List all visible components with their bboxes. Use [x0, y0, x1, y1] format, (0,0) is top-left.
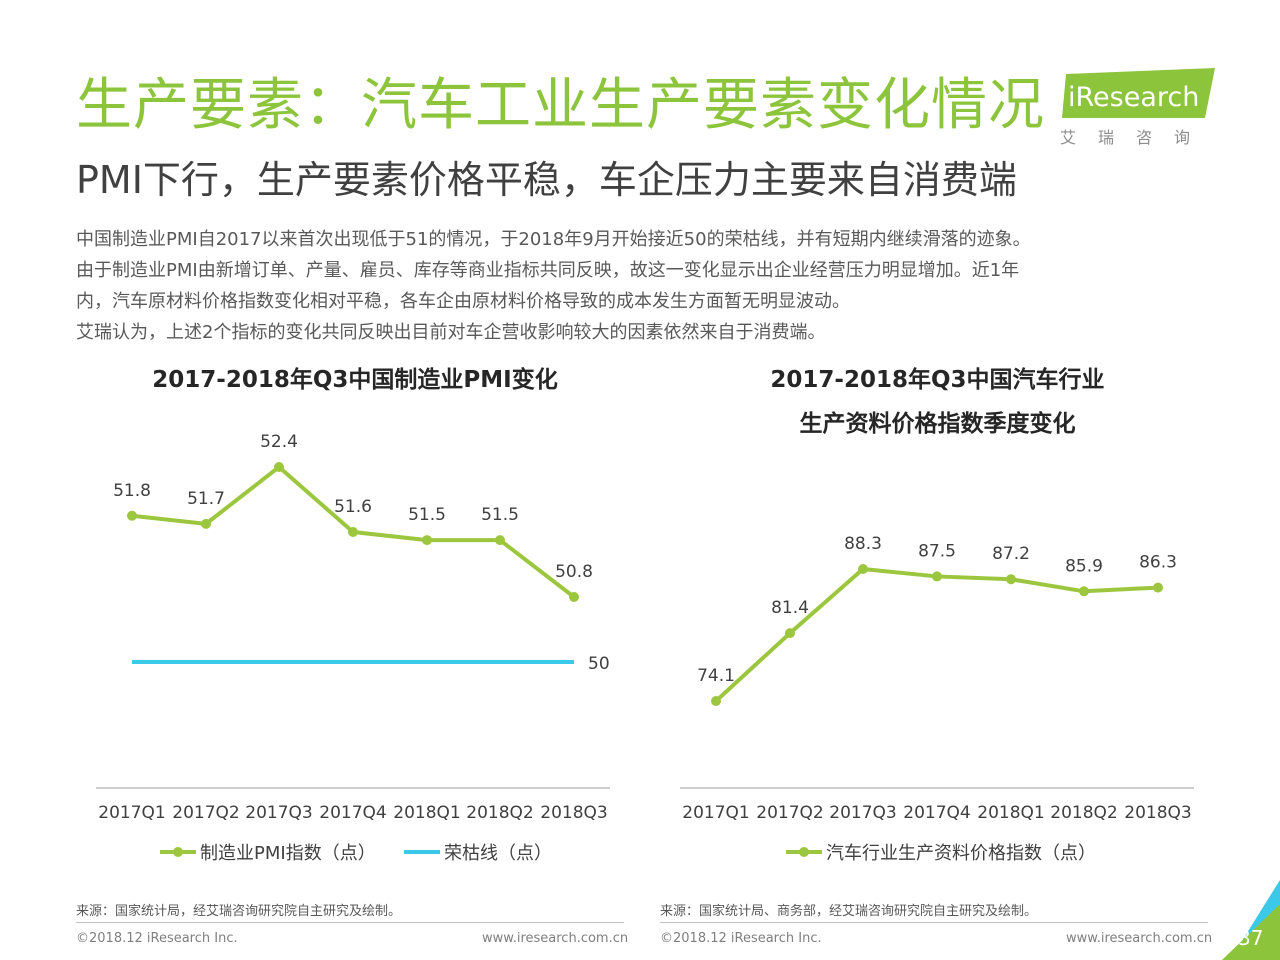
pmi-data-point	[127, 510, 137, 521]
page-number: 37	[1238, 926, 1264, 950]
pmi-data-label: 51.5	[408, 505, 446, 525]
source-note-right: 来源：国家统计局、商务部，经艾瑞咨询研究院自主研究及绘制。	[660, 904, 1038, 919]
summary-line-2: 由于制造业PMI由新增订单、产量、雇员、库存等商业指标共同反映，故这一变化显示出…	[76, 260, 1020, 281]
pmi-x-tick: 2017Q2	[172, 803, 239, 823]
price-index-chart: 2017Q1 2017Q2 2017Q3 2017Q4 2018Q1 2018Q2 2018…	[680, 534, 1194, 864]
price-chart-title-line2: 生产资料价格指数季度变化	[799, 411, 1076, 437]
legend-price-marker	[799, 847, 809, 857]
price-chart-title-line1: 2017-2018年Q3中国汽车行业	[770, 367, 1105, 393]
price-data-label: 88.3	[844, 534, 882, 554]
pmi-data-label: 51.5	[481, 505, 519, 525]
price-data-label: 86.3	[1139, 553, 1177, 573]
pmi-data-label: 52.4	[260, 432, 298, 452]
price-x-tick: 2018Q1	[977, 803, 1044, 823]
logo-text: iResearch	[1068, 82, 1199, 113]
pmi-x-tick: 2018Q1	[393, 803, 460, 823]
price-x-tick: 2017Q4	[903, 803, 970, 823]
pmi-data-label: 50.8	[555, 562, 593, 582]
price-series-line	[714, 567, 1159, 703]
logo-subtext: 艾瑞咨询	[1060, 128, 1213, 147]
pmi-chart-title: 2017-2018年Q3中国制造业PMI变化	[152, 367, 558, 393]
legend-threshold-label: 荣枯线（点）	[444, 843, 552, 864]
pmi-x-tick: 2017Q1	[98, 803, 165, 823]
pmi-data-point	[495, 535, 505, 546]
page-title: 生产要素：汽车工业生产要素变化情况	[76, 73, 1045, 138]
url-right: www.iresearch.com.cn	[1066, 931, 1213, 946]
footer-divider-right	[660, 922, 1208, 923]
pmi-data-label: 51.8	[113, 481, 151, 501]
pmi-data-point	[201, 518, 211, 529]
summary-paragraph: 中国制造业PMI自2017以来首次出现低于51的情况，于2018年9月开始接近5…	[76, 224, 1226, 348]
price-data-label: 85.9	[1065, 556, 1103, 576]
price-data-point	[932, 571, 942, 582]
page-subtitle: PMI下行，生产要素价格平稳，车企压力主要来自消费端	[76, 158, 1017, 202]
price-data-point	[1153, 582, 1163, 593]
corner-decoration-green	[1222, 904, 1280, 960]
price-x-tick: 2018Q2	[1050, 803, 1117, 823]
pmi-data-point	[569, 592, 579, 602]
summary-line-1: 中国制造业PMI自2017以来首次出现低于51的情况，于2018年9月开始接近5…	[76, 229, 1031, 250]
price-data-point	[1079, 586, 1089, 597]
iresearch-logo: iResearch	[1058, 66, 1218, 128]
price-data-label: 74.1	[697, 666, 735, 686]
pmi-x-tick: 2018Q2	[466, 803, 533, 823]
legend-price-label: 汽车行业生产资料价格指数（点）	[826, 843, 1096, 864]
footer-divider-left	[76, 922, 624, 923]
price-x-tick: 2017Q3	[829, 803, 896, 823]
price-data-label: 81.4	[771, 598, 809, 618]
legend-pmi-marker	[173, 847, 183, 857]
price-data-point	[858, 564, 868, 574]
url-left: www.iresearch.com.cn	[482, 931, 629, 946]
threshold-label: 50	[588, 654, 610, 674]
pmi-x-tick: 2017Q4	[319, 803, 386, 823]
pmi-x-tick: 2018Q3	[540, 803, 607, 823]
logo-graphic: iResearch	[1062, 68, 1215, 118]
summary-line-4: 艾瑞认为，上述2个指标的变化共同反映出目前对车企营收影响较大的因素依然来自于消费…	[76, 322, 826, 343]
price-data-point	[785, 628, 795, 639]
pmi-data-point	[422, 535, 432, 546]
price-data-label: 87.2	[992, 544, 1030, 564]
pmi-data-label: 51.6	[334, 497, 372, 517]
pmi-data-point	[274, 462, 284, 472]
pmi-data-label: 51.7	[187, 489, 225, 509]
price-x-tick: 2017Q1	[682, 803, 749, 823]
price-data-point	[711, 696, 721, 706]
price-data-label: 87.5	[918, 541, 956, 561]
pmi-x-tick: 2017Q3	[245, 803, 312, 823]
price-data-point	[1006, 574, 1016, 585]
copyright-left: ©2018.12 iResearch Inc.	[76, 931, 238, 946]
source-note-left: 来源：国家统计局，经艾瑞咨询研究院自主研究及绘制。	[76, 904, 402, 919]
summary-line-3: 内，汽车原材料价格指数变化相对平稳，各车企由原材料价格导致的成本发生方面暂无明显…	[76, 291, 850, 312]
copyright-right: ©2018.12 iResearch Inc.	[660, 931, 822, 946]
price-x-tick: 2017Q2	[756, 803, 823, 823]
pmi-data-point	[348, 527, 358, 537]
legend-pmi-label: 制造业PMI指数（点）	[200, 843, 376, 864]
pmi-chart: 2017Q1 2017Q2 2017Q3 2017Q4 2018Q1 2018Q2 2018…	[96, 432, 610, 864]
price-x-tick: 2018Q3	[1124, 803, 1191, 823]
